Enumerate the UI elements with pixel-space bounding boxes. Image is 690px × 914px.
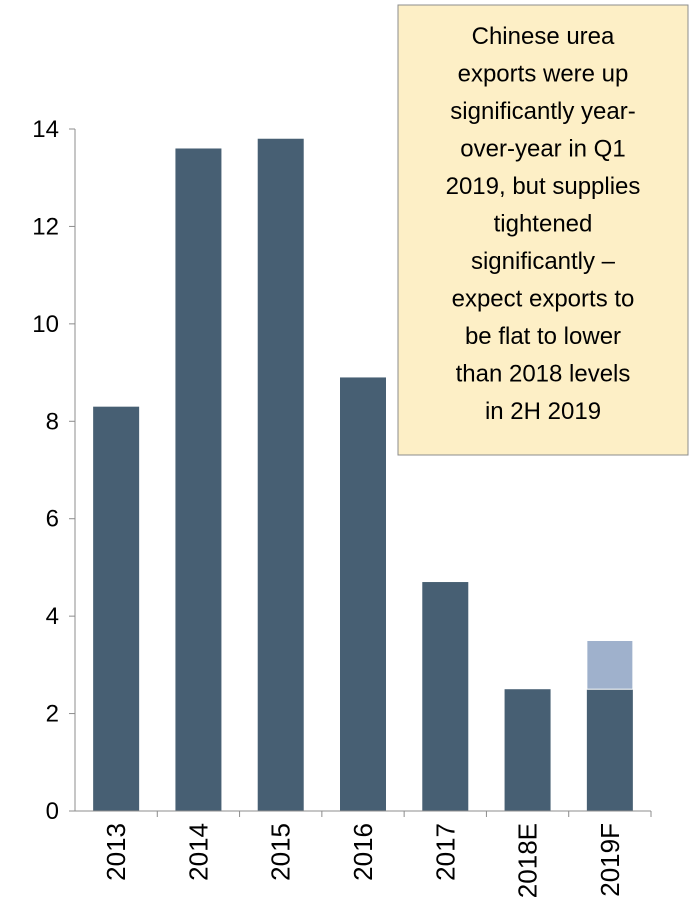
y-tick-label: 4 (46, 603, 59, 630)
annotation-box (397, 4, 689, 456)
bar (586, 689, 633, 811)
annotation-line: significantly year- (450, 98, 635, 125)
annotation-line: significantly – (471, 248, 616, 275)
x-tick-label: 2016 (348, 823, 378, 881)
y-tick-label: 14 (32, 116, 59, 143)
annotation-line: in 2H 2019 (485, 398, 601, 425)
y-tick-label: 12 (32, 213, 59, 240)
annotation-line: than 2018 levels (456, 361, 631, 388)
annotation-line: exports were up (458, 61, 629, 88)
y-tick-label: 10 (32, 311, 59, 338)
annotation-line: over-year in Q1 (460, 136, 625, 163)
x-tick-label: 2018E (513, 823, 543, 898)
x-tick-label: 2017 (430, 823, 460, 881)
bar (257, 138, 304, 811)
x-tick-label: 2013 (101, 823, 131, 881)
annotation-line: 2019, but supplies (446, 173, 641, 200)
bar (504, 689, 551, 811)
y-tick-label: 6 (46, 506, 59, 533)
bar (175, 148, 222, 811)
y-tick-label: 8 (46, 408, 59, 435)
annotation-line: tightened (494, 211, 593, 238)
x-tick-label: 2014 (183, 823, 213, 881)
x-tick-label: 2015 (266, 823, 296, 881)
annotation-line: expect exports to (452, 286, 635, 313)
annotation-line: be flat to lower (465, 323, 621, 350)
bar (340, 377, 386, 811)
y-tick-label: 0 (46, 798, 59, 825)
x-tick-label: 2019F (595, 823, 625, 897)
annotation-line: Chinese urea (472, 23, 615, 50)
bar (93, 406, 140, 811)
bar (422, 582, 469, 811)
y-tick-label: 2 (46, 701, 59, 728)
bar (586, 640, 634, 690)
